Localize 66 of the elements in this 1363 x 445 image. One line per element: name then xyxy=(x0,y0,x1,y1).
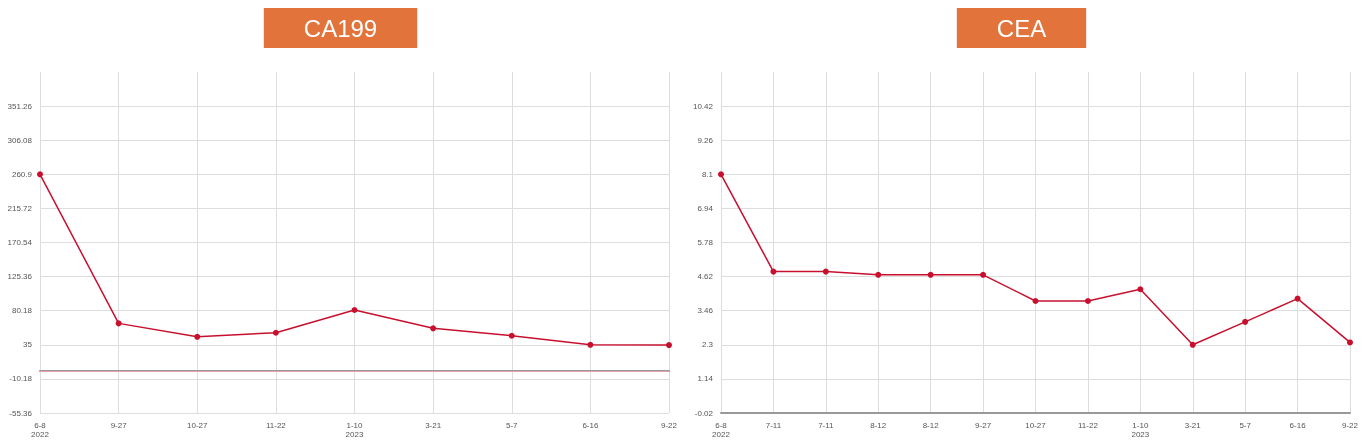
point xyxy=(822,268,829,275)
x-tick-label: 1-10 2023 xyxy=(1131,421,1150,439)
point xyxy=(927,271,934,278)
point xyxy=(875,271,882,278)
point xyxy=(272,329,279,336)
y-tick-label: 125.36 xyxy=(7,272,33,282)
y-tick-label: 215.72 xyxy=(7,203,33,213)
y-tick-label: 1.14 xyxy=(697,374,714,384)
x-tick-label: 5-7 xyxy=(505,421,519,430)
point xyxy=(666,342,672,349)
point xyxy=(718,171,724,178)
y-tick-label: 306.08 xyxy=(7,135,33,145)
point xyxy=(1242,318,1249,325)
x-tick-label: 6-16 xyxy=(582,421,599,430)
point xyxy=(1347,339,1353,346)
x-tick-label: 6-8 2022 xyxy=(712,421,731,439)
y-tick-label: 80.18 xyxy=(11,306,33,316)
x-tick-label: 9-22 xyxy=(1341,421,1359,430)
y-tick-label: 2.3 xyxy=(701,340,714,350)
x-tick-label: 1-10 2023 xyxy=(345,421,364,439)
y-tick-label: 5.78 xyxy=(697,238,714,247)
point xyxy=(980,271,987,278)
point xyxy=(770,268,777,275)
x-tick-label: 6-8 2022 xyxy=(31,421,50,439)
y-tick-label: 170.54 xyxy=(7,238,33,247)
x-tick-label: 9-22 xyxy=(660,421,678,430)
point xyxy=(1294,295,1301,302)
x-tick-label: 7-11 xyxy=(765,421,782,430)
point xyxy=(430,325,437,332)
y-tick-label: -0.02 xyxy=(694,408,714,418)
x-tick-label: 11-22 xyxy=(1077,421,1099,430)
x-tick-label: 8-12 xyxy=(922,421,940,430)
chart-title: CA199 xyxy=(303,14,378,42)
point xyxy=(1032,298,1039,304)
chart-title: CEA xyxy=(996,14,1047,42)
point xyxy=(1189,341,1196,348)
y-tick-label: 8.1 xyxy=(701,169,714,179)
x-tick-label: 8-12 xyxy=(870,421,887,430)
y-tick-label: -10.18 xyxy=(9,374,33,384)
x-tick-label: 9-27 xyxy=(110,421,128,430)
y-tick-label: -55.36 xyxy=(9,408,33,418)
point xyxy=(115,320,122,327)
y-tick-label: 9.26 xyxy=(697,135,714,145)
x-tick-label: 3-21 xyxy=(1184,421,1202,430)
point xyxy=(194,333,201,340)
x-tick-label: 11-22 xyxy=(265,421,287,430)
x-tick-label: 10-27 xyxy=(1025,421,1047,430)
x-tick-label: 7-11 xyxy=(818,421,835,430)
point xyxy=(508,332,515,339)
point xyxy=(351,307,358,313)
point xyxy=(37,171,43,178)
y-tick-label: 4.62 xyxy=(697,272,714,282)
y-tick-label: 10.42 xyxy=(692,101,714,111)
y-tick-label: 3.46 xyxy=(697,306,714,316)
y-tick-label: 260.9 xyxy=(11,169,33,179)
x-tick-label: 3-21 xyxy=(425,421,442,430)
y-tick-label: 35 xyxy=(23,340,33,350)
x-tick-label: 9-27 xyxy=(975,421,992,430)
x-tick-label: 6-16 xyxy=(1289,421,1307,430)
y-tick-label: 351.26 xyxy=(7,101,33,111)
point xyxy=(1137,286,1144,293)
y-tick-label: 6.94 xyxy=(697,203,714,213)
point xyxy=(1084,298,1091,304)
point xyxy=(587,341,594,348)
x-tick-label: 10-27 xyxy=(187,421,209,430)
x-tick-label: 5-7 xyxy=(1239,421,1252,430)
